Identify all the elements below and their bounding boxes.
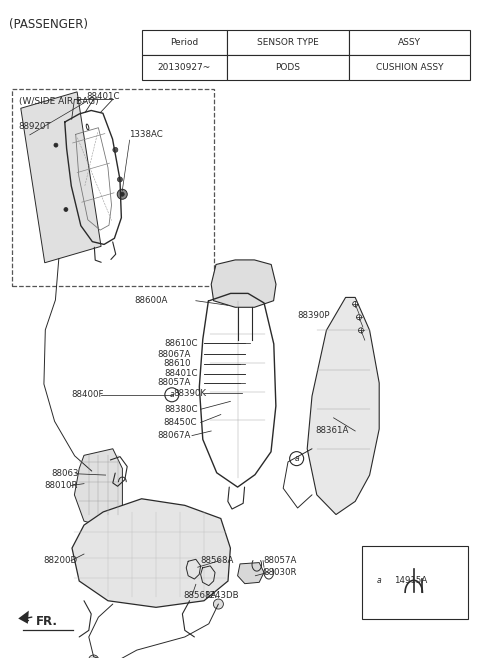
Text: 88920T: 88920T — [18, 122, 51, 131]
Circle shape — [99, 472, 105, 478]
Text: 88400F: 88400F — [71, 390, 104, 399]
Text: 88401C: 88401C — [86, 91, 120, 101]
Bar — [349, 30, 470, 55]
Circle shape — [64, 207, 68, 211]
Circle shape — [65, 161, 71, 166]
Text: 1338AC: 1338AC — [129, 130, 162, 139]
Circle shape — [214, 599, 223, 609]
Text: 1243DB: 1243DB — [204, 591, 239, 600]
Text: 88380C: 88380C — [164, 405, 198, 414]
Text: 88067A: 88067A — [157, 349, 191, 359]
Text: 88057A: 88057A — [157, 378, 191, 388]
Bar — [227, 55, 349, 80]
Circle shape — [120, 192, 124, 196]
Circle shape — [165, 388, 179, 402]
Polygon shape — [74, 449, 122, 528]
Bar — [142, 55, 227, 80]
Text: 88390P: 88390P — [298, 311, 330, 320]
Text: 88610: 88610 — [163, 359, 191, 368]
Polygon shape — [72, 499, 230, 607]
Text: 88030R: 88030R — [263, 568, 297, 577]
Text: 88390K: 88390K — [174, 389, 207, 398]
Text: FR.: FR. — [36, 615, 58, 628]
Text: (W/SIDE AIR BAG): (W/SIDE AIR BAG) — [19, 97, 99, 106]
Circle shape — [113, 147, 118, 153]
Text: Period: Period — [170, 38, 198, 47]
Text: CUSHION ASSY: CUSHION ASSY — [376, 63, 444, 72]
Text: 88200D: 88200D — [43, 556, 77, 565]
Polygon shape — [238, 563, 264, 584]
Text: a: a — [169, 390, 174, 399]
Text: 14915A: 14915A — [394, 576, 427, 585]
Text: SENSOR TYPE: SENSOR TYPE — [257, 38, 319, 47]
Circle shape — [353, 301, 358, 307]
Circle shape — [89, 655, 98, 658]
Text: 20130927~: 20130927~ — [158, 63, 211, 72]
Circle shape — [117, 190, 127, 199]
Circle shape — [357, 315, 361, 320]
Text: (PASSENGER): (PASSENGER) — [9, 18, 88, 31]
Text: 88450C: 88450C — [163, 418, 197, 427]
Polygon shape — [211, 260, 276, 307]
Text: 88401C: 88401C — [164, 369, 198, 378]
Text: 88600A: 88600A — [134, 296, 168, 305]
Bar — [362, 546, 468, 619]
Bar — [227, 30, 349, 55]
Circle shape — [359, 328, 363, 333]
Bar — [12, 89, 214, 286]
Polygon shape — [18, 611, 29, 624]
Text: 88361A: 88361A — [316, 426, 349, 436]
Bar — [142, 30, 227, 55]
Circle shape — [118, 177, 122, 182]
Circle shape — [70, 191, 75, 196]
Circle shape — [289, 451, 304, 466]
Text: PODS: PODS — [276, 63, 300, 72]
Text: a: a — [294, 454, 299, 463]
Bar — [349, 55, 470, 80]
Polygon shape — [307, 297, 379, 515]
Text: 88568A: 88568A — [201, 556, 234, 565]
Text: 88610C: 88610C — [164, 339, 198, 348]
Polygon shape — [21, 92, 101, 263]
Text: ASSY: ASSY — [398, 38, 421, 47]
Text: 88063: 88063 — [52, 469, 79, 478]
Text: 88010R: 88010R — [44, 481, 78, 490]
Text: 88568A: 88568A — [183, 591, 217, 600]
Circle shape — [54, 143, 58, 147]
Text: 88057A: 88057A — [263, 556, 297, 565]
Circle shape — [372, 573, 386, 588]
Text: a: a — [377, 576, 382, 585]
Ellipse shape — [86, 124, 89, 130]
Text: 88067A: 88067A — [157, 431, 191, 440]
